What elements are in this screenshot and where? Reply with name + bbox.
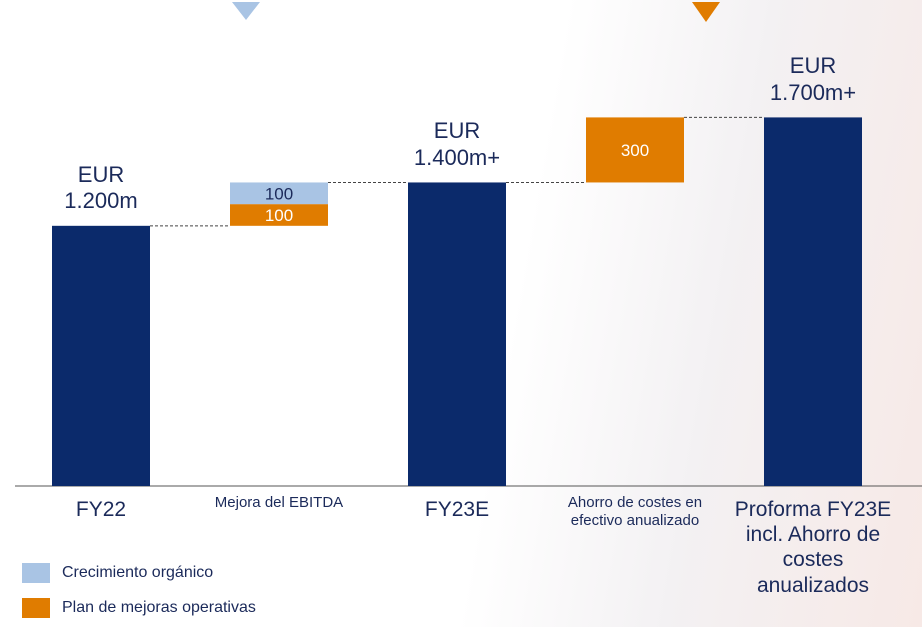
total-label: EUR 1.400m+	[402, 118, 512, 171]
marker-triangle	[692, 2, 720, 22]
total-label: EUR 1.200m	[46, 162, 156, 215]
x-tick-label: FY23E	[377, 497, 537, 522]
x-tick-label: Proforma FY23E incl. Ahorro de costes an…	[733, 497, 893, 598]
total-label: EUR 1.700m+	[758, 53, 868, 106]
total-bar	[52, 226, 150, 486]
chart: 100 100 300 EUR 1.200m FY22 Mejora del EBITD…	[0, 0, 922, 627]
x-tick-label: Mejora del EBITDA	[204, 494, 354, 512]
legend-swatch	[22, 563, 50, 583]
x-tick-label: FY22	[21, 497, 181, 522]
total-bar	[408, 182, 506, 486]
legend-entry: Crecimiento orgánico	[22, 563, 213, 583]
total-bar	[764, 117, 862, 486]
x-tick-label: Ahorro de costes en efectivo anualizado	[560, 494, 710, 530]
legend-label: Plan de mejoras operativas	[62, 599, 256, 617]
marker-triangle	[232, 2, 260, 20]
increment-label: 100	[265, 184, 293, 203]
legend-swatch	[22, 598, 50, 618]
legend-entry: Plan de mejoras operativas	[22, 598, 256, 618]
increment-label: 300	[621, 141, 649, 160]
legend-label: Crecimiento orgánico	[62, 564, 213, 582]
increment-label: 100	[265, 206, 293, 225]
